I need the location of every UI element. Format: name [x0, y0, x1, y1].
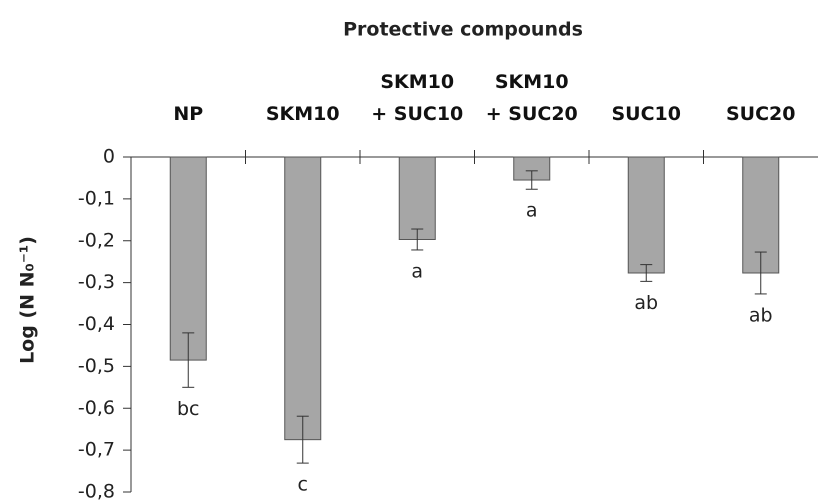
- y-tick-label: -0,4: [78, 313, 115, 335]
- category-label: SKM10 + SUC10: [371, 71, 464, 125]
- significance-letter: a: [526, 200, 538, 222]
- y-tick-label: -0,1: [78, 187, 115, 209]
- category-label: SKM10 + SUC20: [485, 71, 578, 125]
- y-tick-label: 0: [103, 146, 115, 168]
- y-tick-label: -0,7: [78, 439, 115, 461]
- y-tick-label: -0,3: [78, 271, 115, 293]
- bar: [169, 156, 207, 361]
- category-label: SUC20: [726, 103, 796, 125]
- y-axis-label: Log (N N₀⁻¹): [17, 236, 39, 364]
- significance-letter: a: [411, 260, 423, 282]
- bar: [284, 156, 322, 441]
- significance-letter: c: [298, 474, 308, 496]
- y-tick-label: -0,6: [78, 397, 115, 419]
- significance-letter: ab: [749, 304, 773, 326]
- category-label: SUC10: [611, 103, 682, 125]
- y-tick-label: -0,2: [78, 229, 115, 251]
- significance-letter: bc: [177, 398, 200, 420]
- chart-title: Protective compounds: [343, 19, 583, 41]
- bar: [398, 156, 436, 240]
- y-tick-label: -0,5: [78, 355, 115, 377]
- category-label: SKM10: [265, 103, 340, 125]
- y-tick-label: -0,8: [78, 481, 115, 503]
- bar: [627, 156, 665, 274]
- significance-letter: ab: [634, 292, 658, 314]
- category-label: NP: [173, 103, 204, 125]
